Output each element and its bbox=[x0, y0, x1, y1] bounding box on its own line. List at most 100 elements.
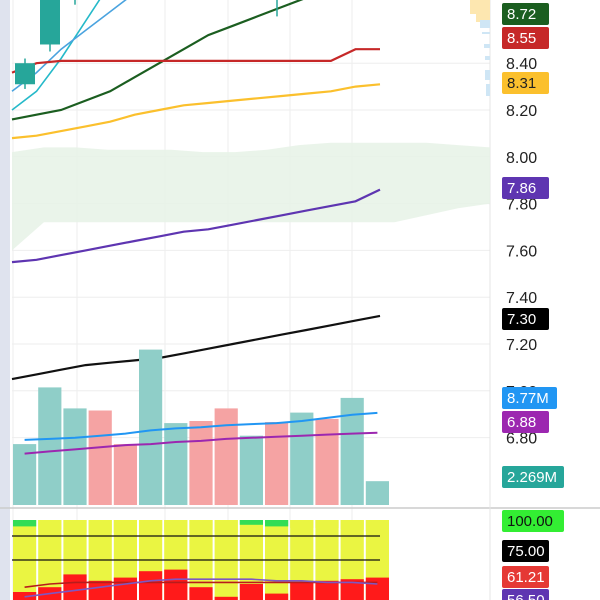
osc-bar-red bbox=[239, 584, 263, 600]
price-badge: 7.86 bbox=[502, 177, 549, 199]
volume-bar bbox=[113, 444, 137, 505]
candle-body bbox=[40, 0, 60, 45]
price-badge-label: 61.21 bbox=[507, 569, 545, 586]
depth-bar bbox=[482, 32, 490, 34]
volume-bar bbox=[38, 387, 62, 505]
volume-bar bbox=[88, 410, 112, 505]
osc-bar-top bbox=[214, 520, 238, 533]
price-badges: 8.72 8.55 8.31 7.86 7.30 8.77M 6.88 2.269M 100.0… bbox=[502, 3, 564, 600]
osc-bar-top bbox=[340, 520, 364, 530]
price-badge-label: 8.77M bbox=[507, 390, 549, 407]
volume-ma-purple bbox=[24, 431, 378, 455]
depth-bar bbox=[480, 20, 490, 28]
price-badge-label: 100.00 bbox=[507, 513, 553, 530]
price-badge-label: 8.31 bbox=[507, 75, 536, 92]
price-tick-label: 7.80 bbox=[506, 197, 537, 214]
price-line-5 bbox=[11, 83, 381, 140]
osc-bar-top bbox=[164, 520, 188, 533]
volume-bar bbox=[164, 423, 188, 505]
volume-bar bbox=[239, 435, 263, 505]
price-badge-bg bbox=[502, 387, 557, 409]
price-badge: 100.00 bbox=[502, 510, 564, 532]
price-badge: 56.50 bbox=[502, 589, 549, 600]
osc-bar-red bbox=[63, 574, 87, 600]
osc-bar-red bbox=[365, 577, 389, 600]
osc-bar-top bbox=[38, 520, 62, 530]
price-badge: 2.269M bbox=[502, 466, 564, 488]
osc-bar bbox=[88, 520, 112, 600]
osc-bar-red bbox=[290, 582, 314, 600]
price-badge-label: 6.88 bbox=[507, 414, 536, 431]
volume-bar bbox=[214, 408, 238, 505]
osc-bar-top bbox=[315, 520, 339, 528]
depth-bar bbox=[486, 84, 490, 96]
price-badge-bg bbox=[502, 589, 549, 600]
price-tick-label: 8.40 bbox=[506, 56, 537, 73]
osc-bar-top bbox=[139, 520, 163, 532]
osc-bar-top bbox=[113, 520, 137, 533]
price-badge-label: 75.00 bbox=[507, 543, 545, 560]
price-badge-label: 8.72 bbox=[507, 6, 536, 23]
osc-bar-top bbox=[63, 520, 87, 533]
candle bbox=[276, 0, 278, 17]
price-badge-bg bbox=[502, 566, 549, 588]
candlesticks bbox=[15, 0, 278, 89]
oscillator-pane bbox=[12, 520, 389, 600]
ichimoku-cloud bbox=[12, 142, 490, 251]
price-badge-bg bbox=[502, 72, 549, 94]
price-tick-label: 7.60 bbox=[506, 243, 537, 260]
price-tick-label: 6.80 bbox=[506, 431, 537, 448]
depth-bar bbox=[485, 56, 490, 60]
osc-bar-top bbox=[189, 520, 213, 530]
price-line-1 bbox=[11, 0, 101, 111]
candle bbox=[40, 0, 60, 52]
osc-bar-top bbox=[365, 520, 389, 532]
price-badge-bg bbox=[502, 466, 564, 488]
osc-bar-red bbox=[265, 593, 289, 600]
cloud-area bbox=[12, 142, 490, 251]
osc-bar-top bbox=[239, 520, 263, 525]
price-line-7 bbox=[11, 314, 381, 381]
candle-body bbox=[15, 63, 35, 85]
volume-ma-blue bbox=[24, 411, 378, 441]
volume-bar bbox=[265, 422, 289, 505]
price-badge-bg bbox=[502, 411, 549, 433]
depth-bar bbox=[485, 70, 490, 80]
price-tick-label: 8.00 bbox=[506, 150, 537, 167]
price-badge-bg bbox=[502, 308, 549, 330]
order-depth-strip bbox=[470, 0, 490, 96]
depth-bar bbox=[476, 8, 490, 22]
volume-bar bbox=[340, 397, 364, 505]
osc-line-purple bbox=[24, 578, 378, 598]
osc-bar-red bbox=[214, 596, 238, 600]
volume-bar bbox=[13, 444, 37, 505]
osc-bar-top bbox=[13, 520, 37, 527]
price-tick-label: 7.40 bbox=[506, 290, 537, 307]
volume-bar bbox=[315, 418, 339, 505]
price-badge-bg bbox=[502, 510, 564, 532]
left-rail bbox=[0, 0, 10, 600]
price-badge-label: 8.55 bbox=[507, 30, 536, 47]
price-line-2 bbox=[11, 0, 127, 92]
price-indicator-lines bbox=[11, 0, 381, 381]
candle bbox=[15, 58, 35, 89]
price-badge-label: 2.269M bbox=[507, 469, 557, 486]
price-badge-bg bbox=[502, 27, 549, 49]
osc-bar-red bbox=[340, 579, 364, 600]
price-badge: 8.77M bbox=[502, 387, 557, 409]
price-badge-bg bbox=[502, 540, 549, 562]
price-badge: 61.21 bbox=[502, 566, 549, 588]
price-badge: 8.55 bbox=[502, 27, 549, 49]
osc-bar-red bbox=[164, 569, 188, 600]
candle bbox=[74, 0, 76, 5]
depth-bar bbox=[484, 44, 490, 48]
volume-bar bbox=[290, 412, 314, 505]
price-badge: 75.00 bbox=[502, 540, 549, 562]
price-badge-bg bbox=[502, 3, 549, 25]
volume-bar bbox=[63, 408, 87, 505]
price-tick-label: 7.20 bbox=[506, 337, 537, 354]
price-badge: 8.72 bbox=[502, 3, 549, 25]
price-line-3 bbox=[11, 0, 304, 121]
